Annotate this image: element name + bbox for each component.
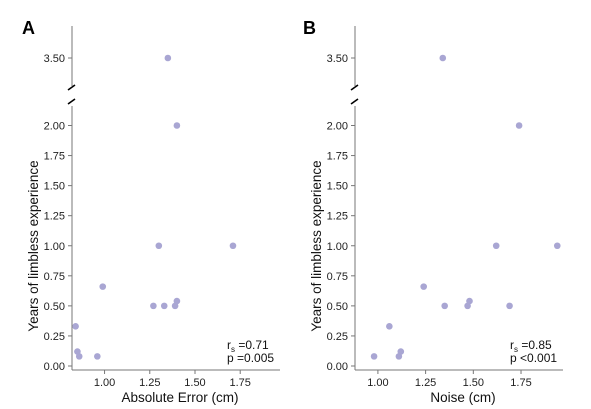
y-tick-label: 0.25 xyxy=(327,331,348,343)
data-point xyxy=(164,54,172,62)
y-tick-label: 0.00 xyxy=(44,361,65,373)
panel-letter: B xyxy=(303,18,316,38)
stat-p: p <0.001 xyxy=(510,351,557,365)
data-point xyxy=(370,353,378,360)
x-axis-title: Noise (cm) xyxy=(430,390,495,405)
x-tick-label: 1.00 xyxy=(94,377,115,389)
data-point xyxy=(160,302,168,310)
y-tick-label: 3.50 xyxy=(327,53,348,65)
y-tick-label: 1.75 xyxy=(44,151,65,163)
y-tick-label: 2.00 xyxy=(44,121,65,133)
x-tick-label: 1.50 xyxy=(184,377,205,389)
stat-p: p =0.005 xyxy=(227,351,274,365)
data-point xyxy=(173,122,181,129)
axis-break-mark xyxy=(350,84,359,91)
data-point xyxy=(439,54,447,62)
y-tick-label: 0.75 xyxy=(44,271,65,283)
data-point xyxy=(397,348,405,355)
data-point xyxy=(72,323,79,330)
y-axis-title: Years of limbless experience xyxy=(309,160,324,331)
y-tick-label: 2.00 xyxy=(327,121,348,133)
axis-break-mark xyxy=(350,98,359,105)
y-tick-label: 1.75 xyxy=(327,151,348,163)
data-point xyxy=(492,242,500,250)
data-point xyxy=(553,242,561,250)
data-point xyxy=(75,353,83,360)
y-axis-title: Years of limbless experience xyxy=(26,160,41,331)
data-point xyxy=(466,297,473,305)
data-point xyxy=(515,122,523,129)
x-tick-label: 1.00 xyxy=(367,377,388,389)
axis-break-mark xyxy=(67,98,76,105)
data-point xyxy=(386,323,393,330)
y-tick-label: 0.25 xyxy=(44,331,65,343)
panel-letter: A xyxy=(22,18,35,38)
data-point xyxy=(506,302,513,310)
y-tick-label: 1.00 xyxy=(44,241,65,253)
x-tick-label: 1.75 xyxy=(510,377,531,389)
y-tick-label: 1.00 xyxy=(327,241,348,253)
panel-a: A 3.50 0.00 0.25 0.50 0.75 1.00 1.25 1.50 1.75 2.0… xyxy=(22,18,280,405)
y-tick-label: 1.25 xyxy=(44,211,65,223)
y-tick-label: 1.50 xyxy=(44,181,65,193)
data-point xyxy=(420,283,427,290)
stat-rs: rs =0.71 xyxy=(227,338,269,354)
data-point xyxy=(155,242,163,250)
y-tick-label: 0.00 xyxy=(327,361,348,373)
y-tick-label: 1.50 xyxy=(327,181,348,193)
data-point xyxy=(94,353,101,360)
x-tick-label: 1.50 xyxy=(463,377,484,389)
x-tick-label: 1.75 xyxy=(229,377,250,389)
y-tick-label: 1.25 xyxy=(327,211,348,223)
panel-b: B 3.50 0.00 0.25 0.50 0.75 1.00 1.25 1.50 1.75 2.0… xyxy=(303,18,563,405)
data-point xyxy=(229,242,237,250)
data-point xyxy=(99,283,107,290)
data-point xyxy=(441,302,448,310)
stat-rs: rs =0.85 xyxy=(510,338,552,354)
x-tick-label: 1.25 xyxy=(139,377,160,389)
x-tick-label: 1.25 xyxy=(415,377,436,389)
data-point xyxy=(150,302,157,310)
y-tick-label: 0.50 xyxy=(44,301,65,313)
y-tick-label: 0.50 xyxy=(327,301,348,313)
y-tick-label: 3.50 xyxy=(44,53,65,65)
y-tick-label: 0.75 xyxy=(327,271,348,283)
axis-break-mark xyxy=(67,84,76,91)
x-axis-title: Absolute Error (cm) xyxy=(121,390,238,405)
data-point xyxy=(173,297,181,305)
